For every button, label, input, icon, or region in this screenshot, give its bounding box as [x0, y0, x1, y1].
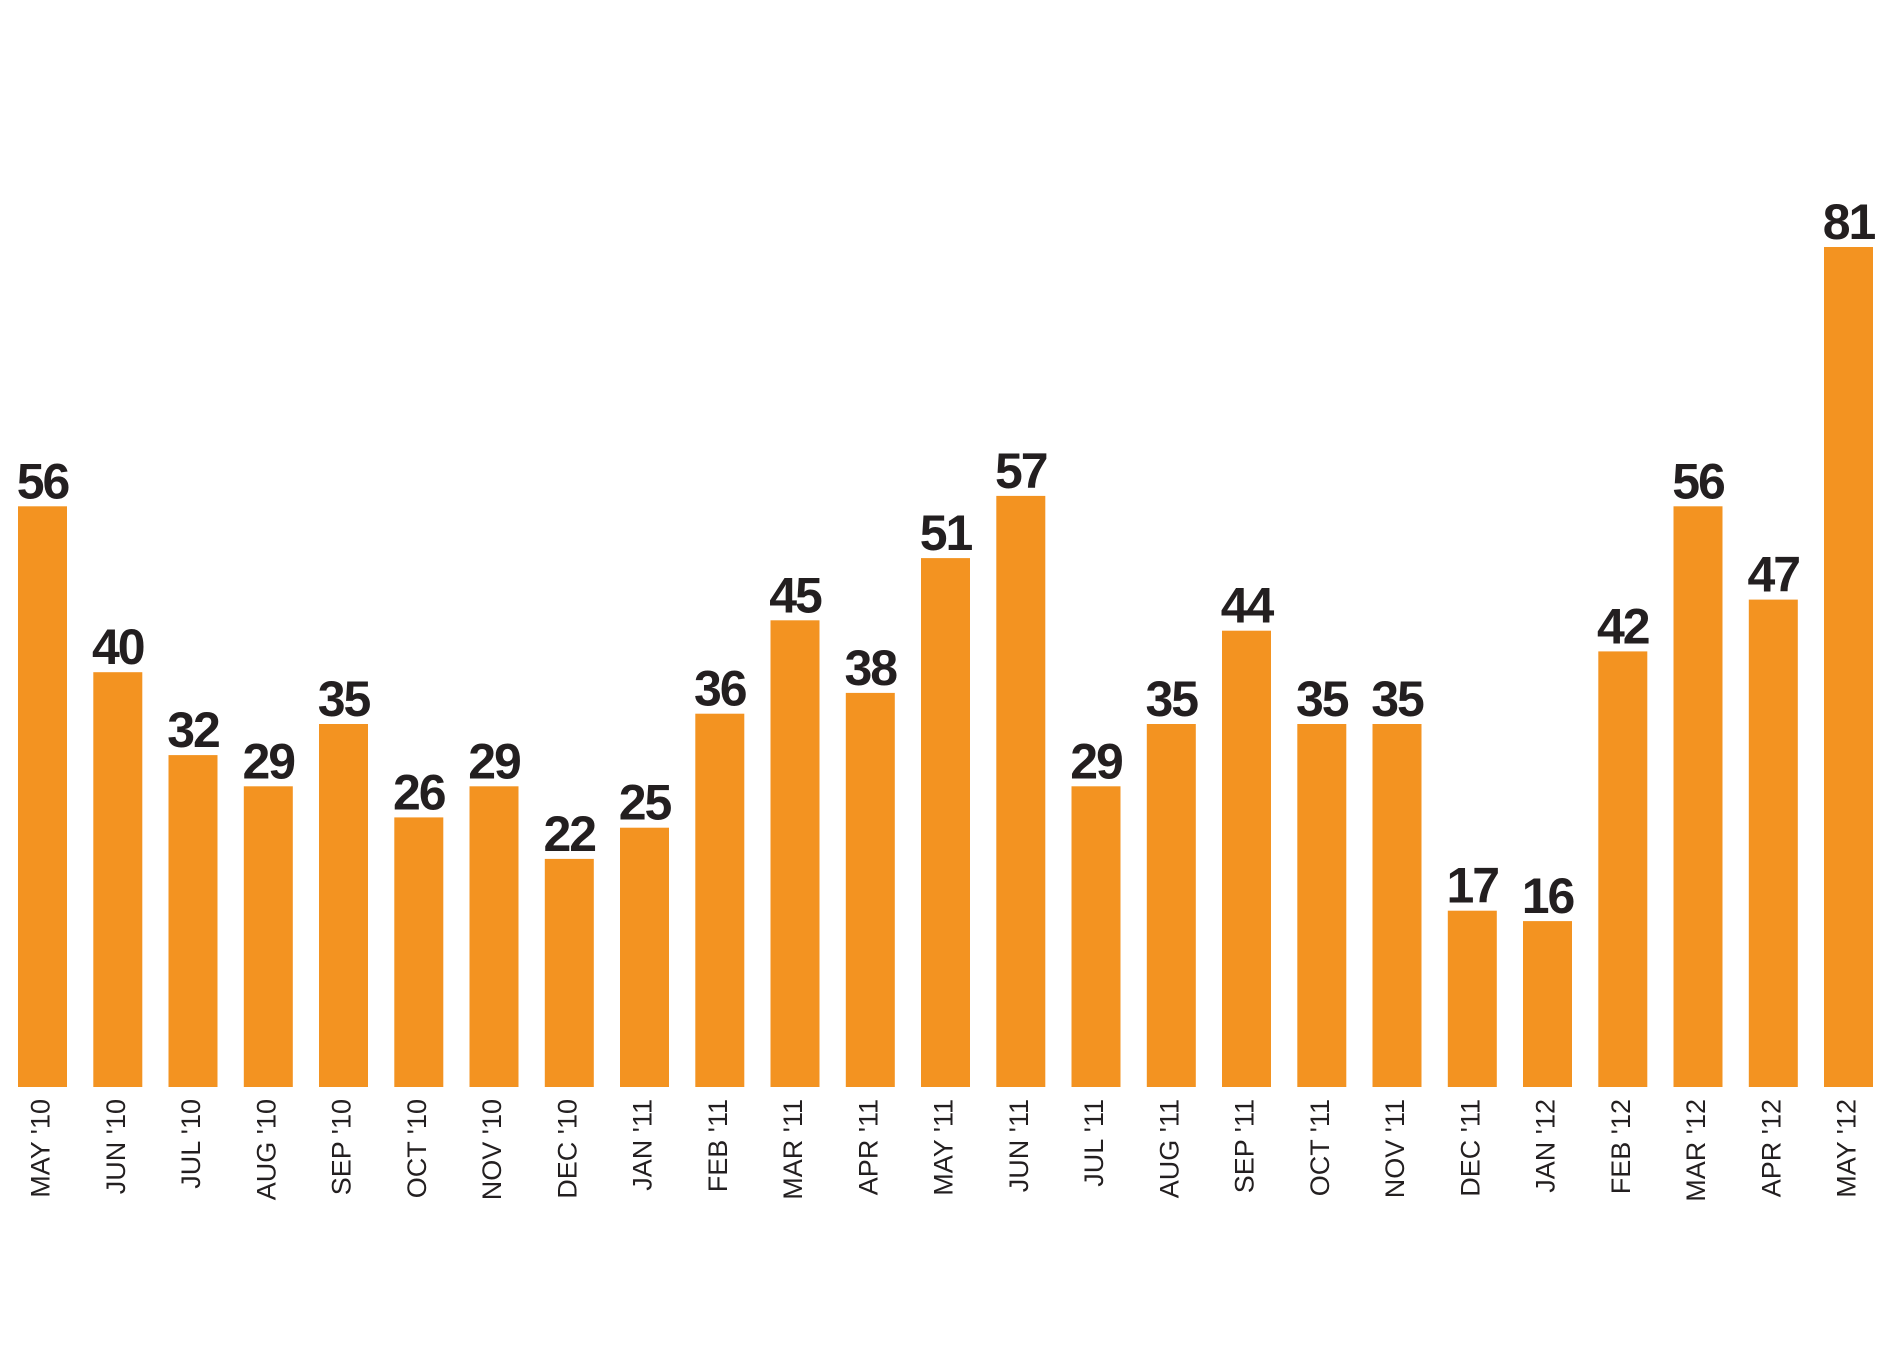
- bar-value-label: 26: [393, 764, 445, 820]
- bar-value-label: 56: [1672, 453, 1724, 509]
- x-axis-tick-label: FEB '11: [703, 1099, 733, 1192]
- bar: [1222, 630, 1271, 1087]
- x-axis-tick-label: JUL '10: [176, 1099, 206, 1189]
- bar-value-label: 25: [619, 775, 672, 831]
- x-axis-tick-labels: MAY '10 JUN '10 JUL '10 AUG '10 SEP '10 OCT '…: [26, 1099, 1862, 1202]
- bar-value-label: 35: [318, 671, 371, 727]
- bar-value-label: 42: [1597, 598, 1649, 654]
- bars-group: [18, 247, 1873, 1087]
- x-axis-tick-label: APR '12: [1756, 1099, 1786, 1197]
- bar-value-label: 35: [1296, 671, 1349, 727]
- x-axis-tick-label: MAY '11: [929, 1099, 959, 1196]
- value-labels-group: 56 40 32 29 35 26 29 22 25 36 45 38 51 57 29 35 44 35 35 17…: [17, 194, 1878, 924]
- x-axis-tick-label: APR '11: [853, 1099, 883, 1195]
- x-axis-tick-label: JUL '11: [1079, 1099, 1109, 1187]
- bar-value-label: 51: [920, 505, 973, 561]
- bar-value-label: 16: [1522, 868, 1574, 924]
- bar-value-label: 38: [844, 640, 897, 696]
- bar-value-label: 29: [1070, 733, 1122, 789]
- x-axis-tick-label: SEP '11: [1230, 1099, 1260, 1193]
- x-axis-tick-label: SEP '10: [327, 1099, 357, 1195]
- x-axis-tick-label: DEC '10: [552, 1099, 582, 1199]
- bar: [18, 506, 67, 1087]
- bar: [243, 786, 293, 1087]
- bar: [1146, 724, 1196, 1087]
- bar-value-label: 40: [92, 619, 144, 675]
- bar: [1071, 786, 1121, 1087]
- x-axis-tick-label: OCT '10: [402, 1099, 432, 1198]
- x-axis-tick-label: JUN '11: [1004, 1099, 1034, 1192]
- bar: [1523, 921, 1572, 1087]
- x-axis-tick-label: NOV '10: [477, 1099, 507, 1200]
- bar: [845, 692, 895, 1087]
- x-axis-tick-label: AUG '10: [251, 1099, 281, 1200]
- x-axis-tick-label: JUN '10: [101, 1099, 131, 1194]
- x-axis-tick-label: JAN '11: [628, 1099, 658, 1191]
- x-axis-tick-label: FEB '12: [1606, 1099, 1636, 1194]
- bar: [394, 817, 444, 1087]
- x-axis-tick-label: DEC '11: [1455, 1099, 1485, 1197]
- bar-value-label: 57: [995, 443, 1047, 499]
- bar-value-label: 81: [1823, 194, 1876, 250]
- x-axis-tick-label: MAY '12: [1832, 1099, 1862, 1198]
- bar: [1372, 724, 1422, 1087]
- bar: [1297, 724, 1347, 1087]
- bar-value-label: 29: [242, 733, 294, 789]
- bar: [1598, 651, 1648, 1087]
- x-axis-tick-label: MAY '10: [26, 1099, 56, 1198]
- bar-value-label: 22: [543, 806, 595, 862]
- bar-value-label: 36: [694, 661, 746, 717]
- bar: [1673, 506, 1723, 1087]
- bar: [996, 495, 1046, 1087]
- bar-value-label: 44: [1221, 578, 1275, 634]
- bar-value-label: 35: [1371, 671, 1424, 727]
- bar-value-label: 32: [167, 702, 219, 758]
- bar: [469, 786, 519, 1087]
- bar: [544, 858, 594, 1087]
- bar: [921, 558, 970, 1087]
- x-axis-tick-label: OCT '11: [1305, 1099, 1335, 1196]
- bar-value-label: 17: [1446, 858, 1498, 914]
- x-axis-tick-label: AUG '11: [1154, 1099, 1184, 1198]
- bar: [93, 672, 143, 1087]
- x-axis-tick-label: MAR '12: [1681, 1099, 1711, 1202]
- bar: [319, 724, 368, 1087]
- bar-value-label: 56: [17, 453, 69, 509]
- x-axis-tick-label: MAR '11: [778, 1099, 808, 1200]
- bar-value-label: 45: [769, 567, 822, 623]
- bar: [168, 755, 218, 1087]
- bar: [620, 827, 669, 1087]
- x-axis-tick-label: NOV '11: [1380, 1099, 1410, 1198]
- x-axis-tick-label: JAN '12: [1531, 1099, 1561, 1193]
- bar-value-label: 29: [468, 733, 520, 789]
- bar-value-label: 47: [1747, 547, 1799, 603]
- bar: [770, 620, 820, 1087]
- bar: [695, 713, 745, 1087]
- bar: [1447, 910, 1497, 1087]
- bar: [1748, 599, 1798, 1087]
- bar: [1824, 247, 1873, 1087]
- bar-value-label: 35: [1145, 671, 1198, 727]
